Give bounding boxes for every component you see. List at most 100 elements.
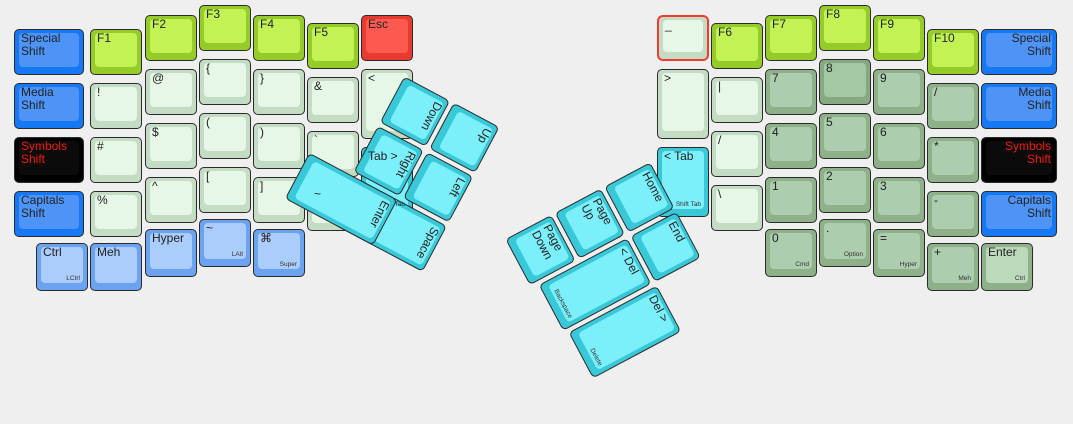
key-label: $ [152, 125, 159, 139]
key-label: < [368, 71, 376, 85]
key-capitals-shift[interactable]: Capitals Shift [981, 191, 1057, 237]
key-key[interactable]: & [307, 77, 359, 123]
key-label: _ [665, 18, 672, 32]
key-key[interactable]: ^ [145, 177, 197, 223]
keycap-face [41, 247, 83, 283]
key-symbols-shift[interactable]: Symbols Shift [981, 137, 1057, 183]
key-key[interactable]: . Option [819, 219, 871, 267]
key-label: F10 [934, 31, 955, 45]
key-f2[interactable]: F2 [145, 15, 197, 61]
key-key[interactable]: ! [90, 83, 142, 129]
keycap-face [150, 73, 192, 107]
key-special-shift[interactable]: Special Shift [14, 29, 84, 75]
key-hyper[interactable]: Hyper [145, 229, 197, 277]
keycap-face [824, 223, 866, 259]
keycap-face [878, 73, 920, 107]
key-capitals-shift[interactable]: Capitals Shift [14, 191, 84, 237]
key-key[interactable]: ( [199, 113, 251, 159]
key-key[interactable]: = Hyper [873, 229, 925, 277]
keycap-face [19, 87, 79, 121]
key-f8[interactable]: F8 [819, 5, 871, 51]
key-label: - [934, 193, 938, 207]
key-key[interactable]: [ [199, 167, 251, 213]
key-esc[interactable]: Esc [361, 15, 413, 61]
key-label: 1 [772, 179, 779, 193]
key-label: > [664, 71, 672, 85]
keycap-face [770, 233, 812, 269]
key-9[interactable]: 9 [873, 69, 925, 115]
key-label: ` [314, 133, 318, 147]
key-key[interactable]: \ [711, 185, 763, 231]
key-0[interactable]: 0 Cmd [765, 229, 817, 277]
key-label: ^ [152, 179, 158, 193]
key-7[interactable]: 7 [765, 69, 817, 115]
keycap-face [824, 63, 866, 97]
key-media-shift[interactable]: Media Shift [981, 83, 1057, 129]
key-sublabel: Meh [958, 275, 971, 282]
key-meh[interactable]: Meh [90, 243, 142, 291]
keycap-face [932, 87, 974, 121]
key-key[interactable]: | [711, 77, 763, 123]
key-key[interactable]: @ [145, 69, 197, 115]
keycap-face [878, 233, 920, 269]
keycap-face [824, 171, 866, 205]
key-label: 3 [880, 179, 887, 193]
key-key[interactable]: _ [657, 15, 709, 61]
key-key[interactable]: # [90, 137, 142, 183]
key-key[interactable]: % [90, 191, 142, 237]
key-ctrl[interactable]: Ctrl LCtrl [36, 243, 88, 291]
key-key[interactable]: { [199, 59, 251, 105]
keycap-face [662, 73, 704, 131]
key-key[interactable]: + Meh [927, 243, 979, 291]
key-6[interactable]: 6 [873, 123, 925, 169]
keycap-face [204, 171, 246, 205]
key-label: / [718, 133, 722, 147]
key-f1[interactable]: F1 [90, 29, 142, 75]
key-label: Symbols Shift [1004, 139, 1051, 166]
key-special-shift[interactable]: Special Shift [981, 29, 1057, 75]
key-5[interactable]: 5 [819, 113, 871, 159]
key-key[interactable]: - [927, 191, 979, 237]
key-label: . [826, 221, 830, 235]
key-label: ) [260, 125, 264, 139]
key-2[interactable]: 2 [819, 167, 871, 213]
key-f5[interactable]: F5 [307, 23, 359, 69]
key-f3[interactable]: F3 [199, 5, 251, 51]
key-key[interactable]: ) [253, 123, 305, 169]
key-media-shift[interactable]: Media Shift [14, 83, 84, 129]
key-label: Enter [988, 245, 1017, 259]
key-label: Tab > [368, 149, 398, 163]
key-label: 7 [772, 71, 779, 85]
key-label: F2 [152, 17, 167, 31]
key-f7[interactable]: F7 [765, 15, 817, 61]
key-label: ( [206, 115, 210, 129]
key-label: | [718, 79, 722, 93]
key-f9[interactable]: F9 [873, 15, 925, 61]
key-label: & [314, 79, 323, 93]
key-key[interactable]: > [657, 69, 709, 139]
key-symbols-shift[interactable]: Symbols Shift [14, 137, 84, 183]
key-label: F9 [880, 17, 895, 31]
key-key[interactable]: / [927, 83, 979, 129]
key-1[interactable]: 1 [765, 177, 817, 223]
key-f4[interactable]: F4 [253, 15, 305, 61]
key-key[interactable]: ⌘ Super [253, 229, 305, 277]
keycap-face [312, 27, 354, 61]
key-label: ⌘ [260, 231, 272, 245]
key-key[interactable]: } [253, 69, 305, 115]
key-key[interactable]: / [711, 131, 763, 177]
key-f10[interactable]: F10 [927, 29, 979, 75]
key-label: F3 [206, 7, 221, 21]
key-label: [ [206, 169, 210, 183]
key-3[interactable]: 3 [873, 177, 925, 223]
key-f6[interactable]: F6 [711, 23, 763, 69]
key-label: F1 [97, 31, 112, 45]
key-key[interactable]: ~ LAlt [199, 219, 251, 267]
key-8[interactable]: 8 [819, 59, 871, 105]
key-enter[interactable]: Enter Ctrl [981, 243, 1033, 291]
key-key[interactable]: * [927, 137, 979, 183]
key-label: 9 [880, 71, 887, 85]
key-label: ~ [314, 187, 322, 201]
key-4[interactable]: 4 [765, 123, 817, 169]
key-key[interactable]: $ [145, 123, 197, 169]
